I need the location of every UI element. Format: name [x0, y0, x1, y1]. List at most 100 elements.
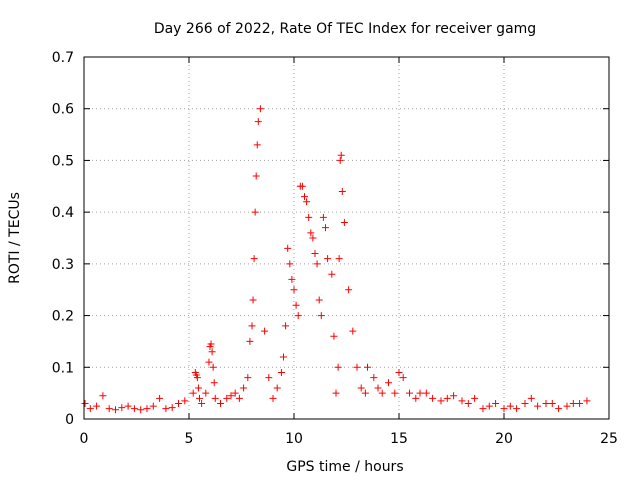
- data-point: [250, 255, 258, 263]
- data-point: [261, 327, 269, 335]
- data-point: [105, 405, 113, 413]
- data-point: [345, 286, 353, 294]
- data-point: [513, 405, 521, 413]
- data-point: [280, 353, 287, 361]
- data-point: [181, 397, 189, 405]
- data-point: [235, 394, 243, 402]
- data-point: [240, 384, 248, 392]
- data-point: [282, 322, 290, 330]
- data-point: [137, 406, 145, 414]
- chart-title: Day 266 of 2022, Rate Of TEC Index for r…: [154, 21, 536, 37]
- data-point: [429, 394, 437, 402]
- data-point: [292, 301, 300, 309]
- data-point: [464, 399, 472, 407]
- data-point: [324, 255, 332, 263]
- data-point: [336, 156, 344, 164]
- data-point: [506, 402, 514, 410]
- data-point: [328, 270, 336, 278]
- data-point: [294, 312, 302, 320]
- y-axis-label: ROTI / TECUs: [7, 192, 23, 284]
- data-point: [357, 384, 365, 392]
- data-point: [149, 402, 157, 410]
- data-point: [370, 374, 378, 382]
- data-point: [353, 363, 361, 371]
- data-point: [335, 255, 343, 263]
- data-point: [332, 389, 340, 397]
- data-point: [298, 182, 306, 190]
- data-point: [286, 260, 294, 268]
- x-tick-label: 10: [285, 431, 303, 447]
- data-point: [313, 260, 321, 268]
- data-point: [284, 244, 292, 252]
- data-point: [209, 363, 217, 371]
- data-point: [217, 399, 224, 407]
- x-tick-label: 25: [600, 431, 618, 447]
- data-point: [290, 286, 298, 294]
- data-point: [500, 405, 508, 413]
- y-tick-label: 0.3: [52, 257, 74, 273]
- data-point: [349, 327, 357, 335]
- data-point: [253, 141, 261, 149]
- data-point: [374, 384, 382, 392]
- data-point: [207, 340, 215, 348]
- data-point: [93, 402, 101, 410]
- data-point: [273, 384, 281, 392]
- data-point: [130, 405, 138, 413]
- data-point: [576, 399, 584, 407]
- data-point: [303, 198, 311, 206]
- data-point: [189, 389, 197, 397]
- plot-frame: [83, 56, 610, 420]
- data-point: [175, 399, 182, 407]
- x-tick-label: 20: [495, 431, 513, 447]
- data-point: [521, 399, 529, 407]
- data-point: [422, 389, 430, 397]
- data-point: [458, 397, 466, 405]
- data-point: [319, 213, 327, 221]
- y-tick-label: 0.7: [52, 50, 74, 66]
- data-point: [265, 374, 273, 382]
- data-point: [307, 229, 315, 237]
- y-tick-label: 0: [65, 412, 74, 428]
- data-point: [251, 208, 259, 216]
- data-point: [317, 312, 325, 320]
- data-point: [479, 405, 487, 413]
- x-axis-label: GPS time / hours: [286, 459, 403, 475]
- data-point: [334, 363, 342, 371]
- data-point: [112, 406, 119, 414]
- data-point: [330, 332, 338, 340]
- y-tick-label: 0.2: [52, 309, 74, 325]
- data-point: [361, 389, 369, 397]
- data-point: [305, 213, 313, 221]
- data-point: [391, 389, 399, 397]
- y-tick-label: 0.6: [52, 102, 74, 118]
- data-point: [246, 337, 254, 345]
- data-point: [395, 368, 403, 376]
- data-point: [311, 250, 319, 258]
- data-point: [309, 234, 317, 242]
- data-point: [288, 275, 296, 283]
- data-points: [81, 105, 591, 414]
- data-point: [208, 348, 216, 356]
- tick-labels: 0 5 10 15 20 25 0 0.1 0.2 0.3 0.4 0.5 0.6 0.7: [52, 50, 618, 447]
- data-point: [583, 397, 591, 405]
- data-point: [231, 389, 239, 397]
- data-point: [277, 368, 285, 376]
- data-point: [162, 405, 170, 413]
- data-point: [364, 363, 371, 371]
- data-point: [86, 405, 94, 413]
- x-tick-label: 0: [80, 431, 89, 447]
- data-point: [542, 399, 550, 407]
- data-point: [196, 394, 203, 402]
- data-point: [471, 394, 479, 402]
- data-point: [118, 404, 126, 412]
- data-point: [252, 172, 260, 180]
- data-point: [534, 402, 542, 410]
- data-point: [555, 405, 563, 413]
- data-point: [211, 394, 219, 402]
- data-point: [81, 399, 89, 407]
- data-point: [563, 402, 571, 410]
- data-point: [527, 394, 535, 402]
- data-point: [378, 389, 386, 397]
- data-point: [337, 151, 345, 159]
